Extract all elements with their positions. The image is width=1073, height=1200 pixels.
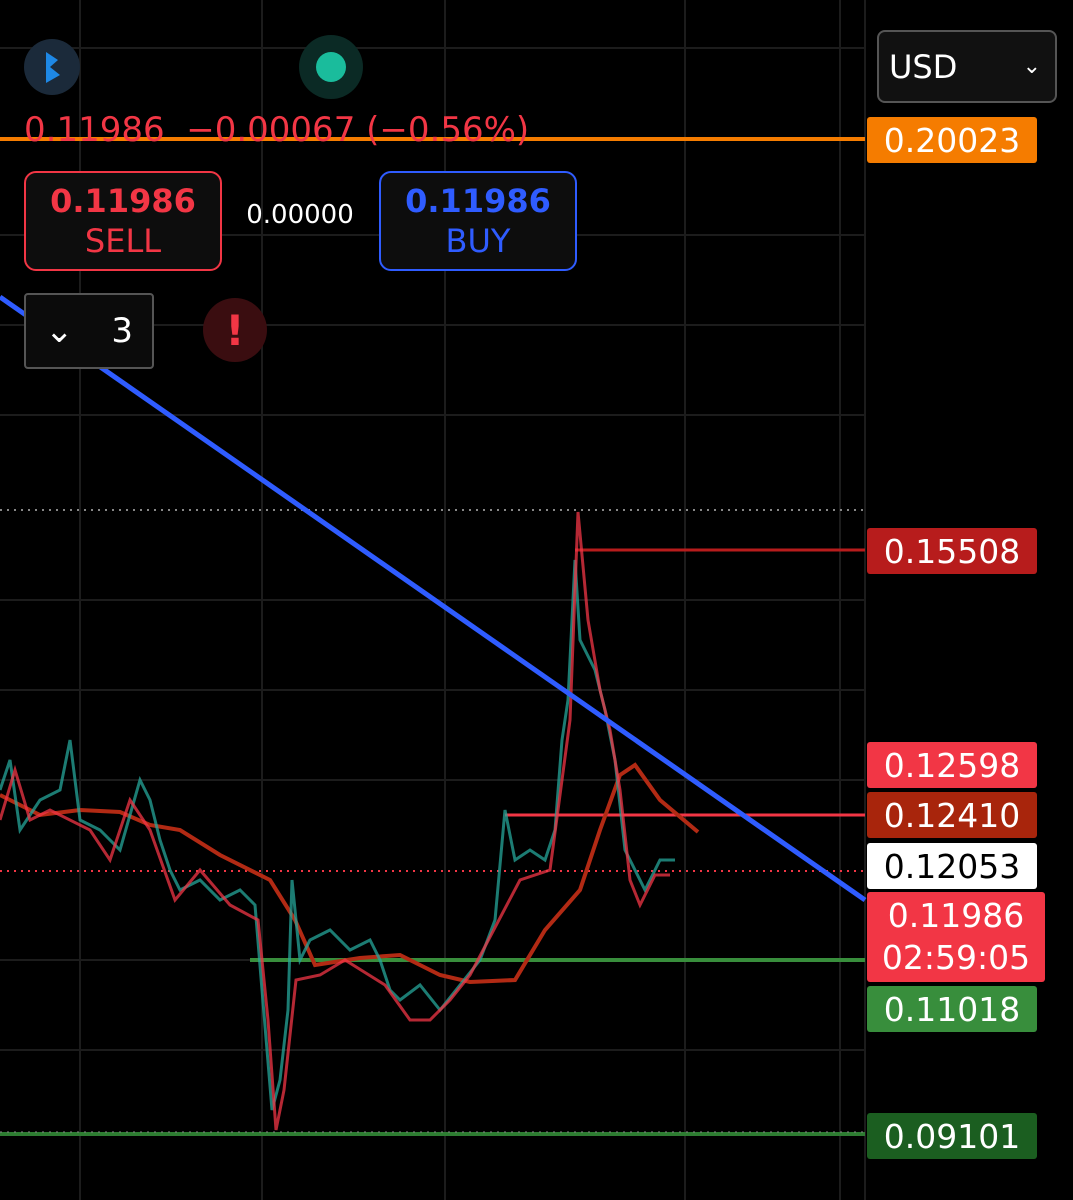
price-tag: 0.09101 (867, 1113, 1037, 1159)
sell-price: 0.11986 (50, 182, 196, 220)
countdown: 02:59:05 (881, 938, 1031, 977)
trend-line (0, 294, 867, 903)
buy-button[interactable]: 0.11986 BUY (379, 171, 577, 271)
change-percent: (−0.56%) (366, 110, 530, 150)
warning-icon[interactable] (203, 298, 267, 362)
dropdown-arrow: ⌄ (1022, 54, 1041, 79)
price-tag: 0.12410 (867, 792, 1037, 838)
price-tag: 0.11018 (867, 986, 1037, 1032)
app-logo-mark (46, 52, 60, 83)
last-price: 0.11986 (24, 110, 165, 150)
price-tag: 0.15508 (867, 528, 1037, 574)
current-price-tag: 0.11986 02:59:05 (867, 892, 1045, 982)
moving-average (0, 762, 700, 985)
price-tag: 0.20023 (867, 117, 1037, 163)
price-candles (0, 511, 670, 1131)
change: −0.00067 (186, 110, 356, 150)
spread: 0.00000 (246, 200, 354, 230)
orders-toggle[interactable]: ⌄ 3 (24, 293, 154, 369)
orders-count: 3 (111, 311, 134, 351)
sell-button[interactable]: 0.11986 SELL (24, 171, 222, 271)
warning-mark: ! (225, 306, 244, 355)
currency-select[interactable]: USD ⌄ (877, 30, 1057, 103)
currency: USD (889, 47, 958, 86)
buy-price: 0.11986 (405, 182, 551, 220)
current-price: 0.11986 (887, 896, 1025, 935)
chevron: ⌄ (44, 311, 74, 351)
app-logo[interactable] (24, 39, 80, 95)
status-dot (316, 52, 346, 82)
ticker-line: 0.11986 −0.00067 (−0.56%) (24, 110, 529, 150)
price-tag: 0.12053 (867, 843, 1037, 889)
price-tag: 0.12598 (867, 742, 1037, 788)
buy-label: BUY (445, 222, 511, 260)
sell-label: SELL (84, 222, 162, 260)
